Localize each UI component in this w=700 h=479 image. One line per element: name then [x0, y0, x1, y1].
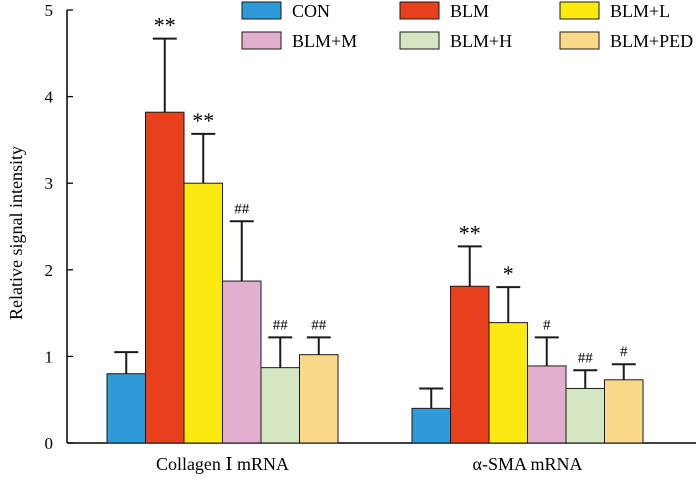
significance-label: #	[620, 344, 628, 360]
significance-label: #	[543, 317, 551, 333]
bar-blm-l-1	[488, 322, 528, 444]
bar-blm-h-0	[260, 367, 300, 444]
bar-blm-1	[450, 285, 490, 444]
significance-label: **	[459, 220, 481, 245]
significance-label: ##	[311, 317, 327, 333]
y-tick-label: 5	[45, 1, 54, 20]
legend-label: BLM	[450, 1, 489, 21]
bar-blm-m-1	[527, 365, 567, 444]
legend-swatch-blm	[399, 1, 440, 20]
legend-label: BLM+M	[292, 31, 357, 51]
y-tick-label: 1	[45, 347, 54, 366]
legend-label: BLM+L	[610, 1, 670, 21]
significance-label: ##	[273, 317, 289, 333]
bar-blm-h-1	[565, 387, 605, 444]
legend-swatch-con	[241, 1, 282, 20]
legend: CON BLM BLM+L BLM+M BLM+H BLM+PED	[241, 1, 693, 51]
bar-con-1	[411, 407, 451, 444]
legend-label: BLM+H	[450, 31, 512, 51]
y-tick-label: 0	[45, 434, 54, 453]
significance-label: **	[192, 108, 214, 133]
bar-blm-l-0	[183, 182, 223, 444]
significance-label: ##	[234, 201, 250, 217]
y-tick-label: 2	[45, 261, 54, 280]
legend-label: CON	[292, 1, 330, 21]
bar-con-0	[106, 373, 146, 444]
legend-swatch-blm-h	[399, 31, 440, 50]
x-category-label: α-SMA mRNA	[473, 454, 583, 474]
y-tick-label: 4	[45, 88, 54, 107]
significance-label: *	[503, 261, 514, 286]
bar-blm-0	[145, 111, 185, 444]
significance-label: **	[154, 13, 176, 38]
x-category-label: Collagen Ⅰ mRNA	[156, 454, 289, 474]
bar-blm-m-0	[222, 280, 262, 444]
significance-label: ##	[578, 350, 594, 366]
legend-swatch-blm-m	[241, 31, 282, 50]
y-tick-label: 3	[45, 174, 54, 193]
bar-blm-ped-1	[604, 379, 644, 444]
bars: ****#### ##***### #	[106, 13, 644, 444]
legend-swatch-blm-l	[559, 1, 600, 20]
bar-blm-ped-0	[299, 354, 339, 444]
y-axis-label: Relative signal intensity	[6, 146, 26, 320]
legend-label: BLM+PED	[610, 31, 693, 51]
legend-swatch-blm-ped	[559, 31, 600, 50]
